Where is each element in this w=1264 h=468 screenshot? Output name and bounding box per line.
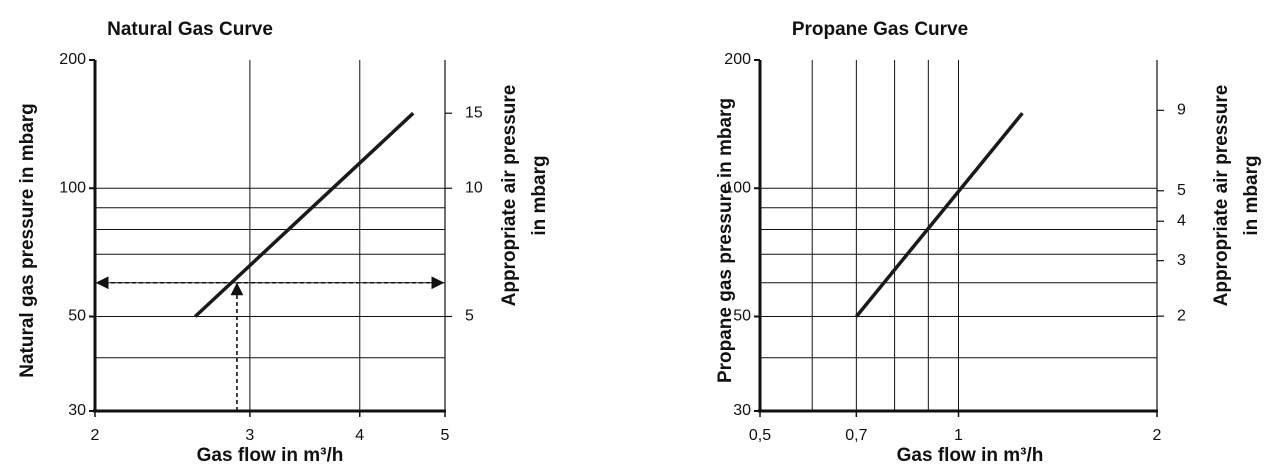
- y-tick-label: 50: [68, 308, 86, 325]
- x-tick-label: 0,7: [845, 427, 867, 444]
- y2-tick-label: 5: [1177, 182, 1186, 199]
- x-tick-label: 0,5: [749, 427, 771, 444]
- y2-tick-label: 10: [465, 179, 483, 196]
- x-tick-label: 5: [441, 427, 450, 444]
- y2-tick-label: 2: [1177, 307, 1186, 324]
- y2-axis-label: in mbarg: [529, 155, 550, 235]
- y-axis-label: Natural gas pressure in mbarg: [17, 103, 38, 378]
- x-tick-label: 2: [1153, 427, 1162, 444]
- y-tick-label: 200: [59, 51, 86, 68]
- y-tick-label: 30: [68, 402, 86, 419]
- y2-tick-label: 4: [1177, 213, 1186, 230]
- y2-tick-label: 5: [465, 308, 474, 325]
- y-tick-label: 100: [724, 179, 751, 196]
- chart-title: Propane Gas Curve: [792, 19, 968, 40]
- y-tick-label: 200: [724, 51, 751, 68]
- x-axis-label: Gas flow in m³/h: [897, 445, 1044, 466]
- curve-line: [855, 112, 1024, 318]
- chart-title: Natural Gas Curve: [107, 19, 273, 40]
- y-tick-label: 30: [733, 402, 751, 419]
- y-tick-label: 100: [59, 179, 86, 196]
- x-tick-label: 4: [355, 427, 364, 444]
- x-tick-label: 3: [245, 427, 254, 444]
- y2-tick-label: 15: [465, 104, 483, 121]
- y2-axis-label: Appropriate air pressure: [1211, 85, 1232, 307]
- y-axis-label: Propane gas pressure in mbarg: [715, 98, 736, 383]
- y2-tick-label: 3: [1177, 252, 1186, 269]
- x-axis-label: Gas flow in m³/h: [197, 445, 344, 466]
- curve-line: [194, 111, 415, 318]
- x-tick-label: 2: [91, 427, 100, 444]
- y2-axis-label: in mbarg: [1241, 155, 1262, 235]
- y2-axis-label: Appropriate air pressure: [499, 85, 520, 307]
- x-tick-label: 1: [954, 427, 963, 444]
- y2-tick-label: 9: [1177, 102, 1186, 119]
- y-tick-label: 50: [733, 308, 751, 325]
